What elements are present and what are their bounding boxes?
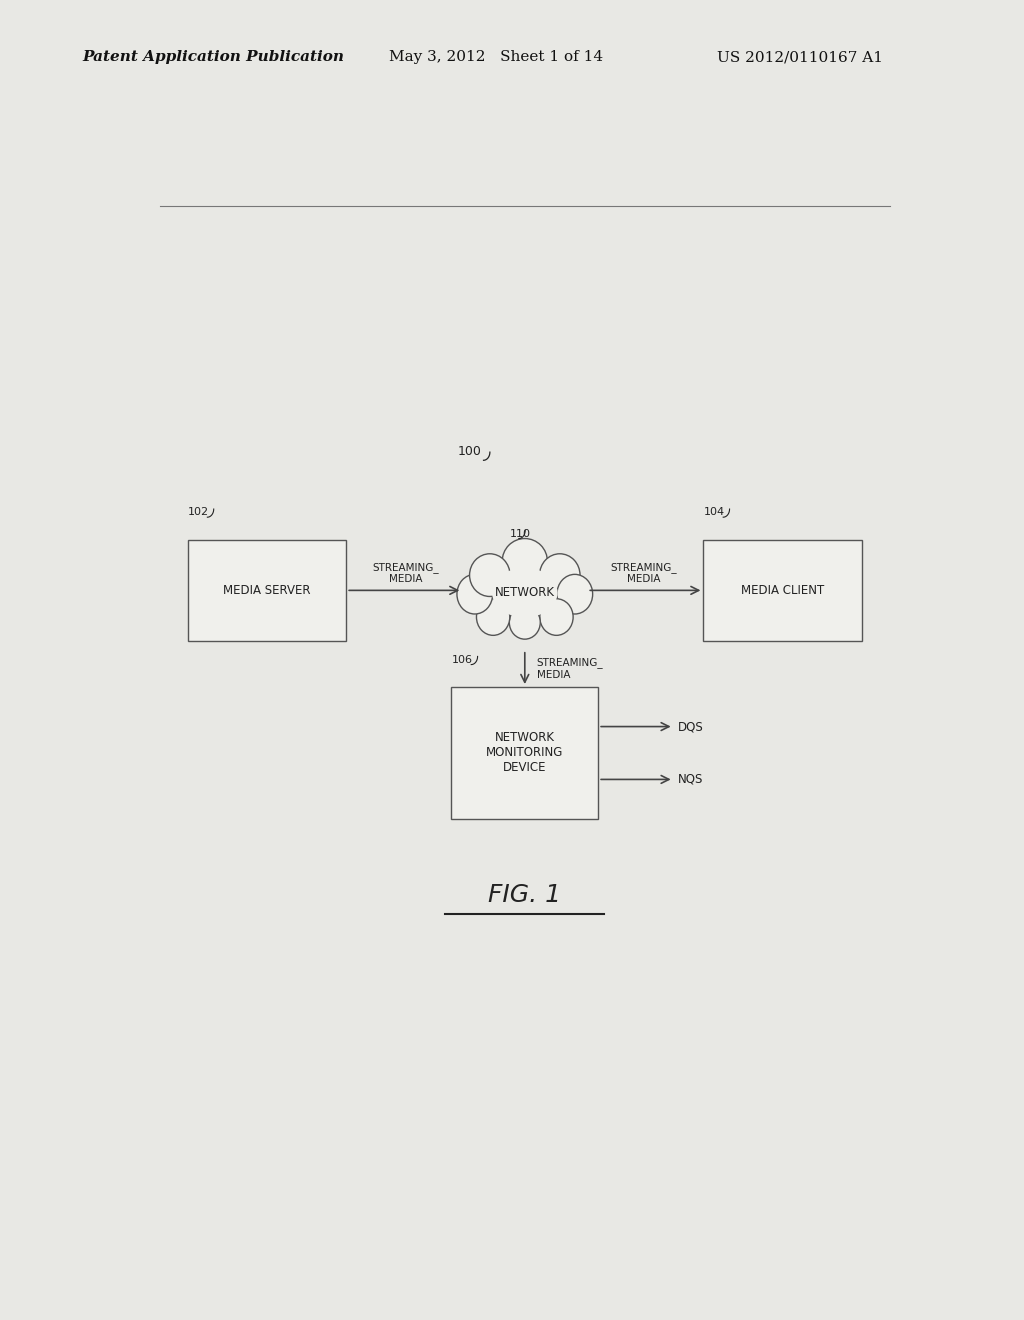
Text: 104: 104 bbox=[703, 507, 725, 517]
Text: Patent Application Publication: Patent Application Publication bbox=[82, 50, 344, 65]
Ellipse shape bbox=[476, 599, 510, 635]
Ellipse shape bbox=[470, 554, 510, 597]
Text: NETWORK
MONITORING
DEVICE: NETWORK MONITORING DEVICE bbox=[486, 731, 563, 775]
Text: FIG. 1: FIG. 1 bbox=[488, 883, 561, 907]
Ellipse shape bbox=[540, 554, 580, 597]
Ellipse shape bbox=[502, 539, 548, 585]
Text: NQS: NQS bbox=[678, 774, 702, 785]
FancyBboxPatch shape bbox=[703, 540, 862, 642]
Text: DQS: DQS bbox=[678, 721, 703, 733]
Text: 110: 110 bbox=[510, 528, 530, 539]
Text: MEDIA CLIENT: MEDIA CLIENT bbox=[741, 583, 824, 597]
Text: US 2012/0110167 A1: US 2012/0110167 A1 bbox=[717, 50, 883, 65]
Text: MEDIA SERVER: MEDIA SERVER bbox=[223, 583, 310, 597]
Text: STREAMING_
MEDIA: STREAMING_ MEDIA bbox=[610, 562, 677, 585]
Ellipse shape bbox=[493, 568, 557, 618]
Ellipse shape bbox=[509, 606, 541, 639]
FancyBboxPatch shape bbox=[452, 686, 598, 818]
Ellipse shape bbox=[540, 599, 573, 635]
Text: 102: 102 bbox=[187, 507, 209, 517]
Ellipse shape bbox=[557, 574, 593, 614]
Text: May 3, 2012   Sheet 1 of 14: May 3, 2012 Sheet 1 of 14 bbox=[389, 50, 603, 65]
Text: 100: 100 bbox=[458, 445, 481, 458]
Text: STREAMING_
MEDIA: STREAMING_ MEDIA bbox=[373, 562, 439, 585]
Text: NETWORK: NETWORK bbox=[495, 586, 555, 599]
Text: 106: 106 bbox=[452, 655, 472, 664]
Ellipse shape bbox=[457, 574, 493, 614]
Text: STREAMING_
MEDIA: STREAMING_ MEDIA bbox=[537, 657, 603, 680]
FancyBboxPatch shape bbox=[187, 540, 346, 642]
